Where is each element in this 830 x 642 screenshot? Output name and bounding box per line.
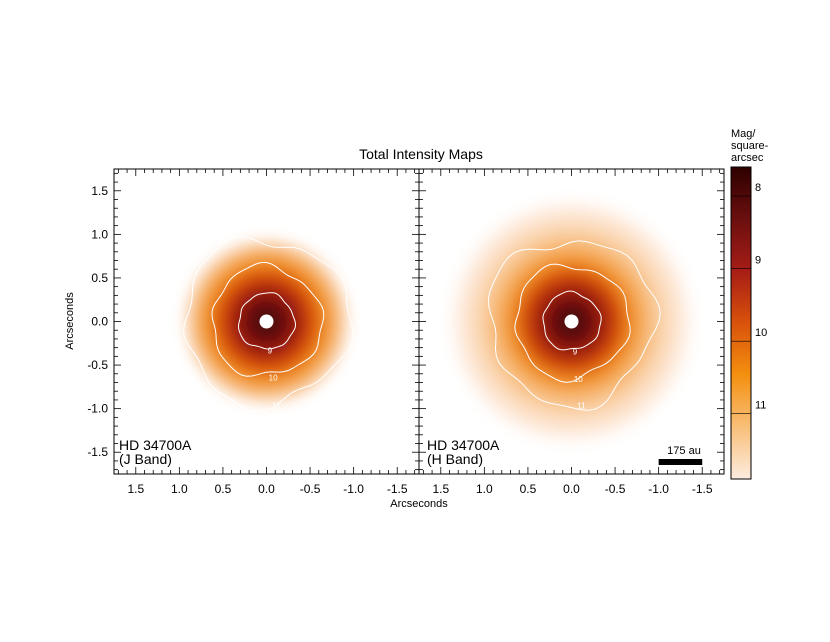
colorbar-tick-label: 8 bbox=[755, 182, 761, 194]
x-tick-label: 0.0 bbox=[563, 482, 580, 496]
x-tick-label: 0.0 bbox=[258, 482, 275, 496]
x-tick-label: 1.0 bbox=[171, 482, 188, 496]
contour-line bbox=[237, 292, 297, 350]
inner-contour bbox=[564, 314, 579, 329]
contour-label: 9 bbox=[268, 346, 273, 355]
x-tick-label: 1.5 bbox=[127, 482, 144, 496]
colorbar-label-line2: square- bbox=[731, 140, 769, 152]
colorbar-gradient bbox=[730, 166, 752, 480]
x-tick-label: -1.0 bbox=[648, 482, 669, 496]
panel-h-band: 9 10 11 bbox=[429, 179, 714, 464]
panel-h-label-line2: (H Band) bbox=[427, 451, 483, 467]
y-tick-label: -1.5 bbox=[87, 445, 108, 459]
y-tick-label: 1.5 bbox=[91, 184, 108, 198]
colorbar-tick-label: 10 bbox=[755, 327, 767, 339]
contour-line bbox=[542, 290, 602, 351]
central-star-mask bbox=[259, 314, 274, 329]
contour-label: 11 bbox=[577, 401, 586, 410]
contour-label: 10 bbox=[269, 373, 278, 382]
x-tick-label: -1.0 bbox=[343, 482, 364, 496]
contour-label: 10 bbox=[574, 375, 583, 384]
colorbar-tick-label: 11 bbox=[755, 400, 766, 412]
panel-j-label-line2: (J Band) bbox=[119, 451, 172, 467]
contours-h: 9 10 11 bbox=[487, 240, 661, 411]
scale-bar bbox=[658, 459, 703, 465]
contour-line bbox=[487, 240, 661, 411]
ticks-h: 1.5 1.0 0.5 0.0 -0.5 -1.0 -1.5 bbox=[419, 169, 724, 496]
x-tick-label: -0.5 bbox=[300, 482, 321, 496]
inner-contour bbox=[259, 314, 274, 329]
contour-label: 11 bbox=[272, 401, 281, 410]
contour-line bbox=[211, 262, 325, 377]
central-star-mask bbox=[564, 314, 579, 329]
x-axis-label: Arcseconds bbox=[390, 498, 448, 510]
contour-line bbox=[514, 263, 631, 383]
x-tick-label: -1.5 bbox=[387, 482, 408, 496]
ticks-j: 1.5 1.0 0.5 0.0 -0.5 -1.0 -1.5 1.5 1.0 0.5 0.0 -0.5… bbox=[87, 169, 419, 496]
x-tick-label: 0.5 bbox=[215, 482, 232, 496]
x-tick-label: 0.5 bbox=[520, 482, 537, 496]
y-tick-label: 1.0 bbox=[91, 227, 108, 241]
intensity-image-j bbox=[168, 223, 365, 420]
contour-line bbox=[183, 236, 354, 413]
contour-label: 9 bbox=[573, 347, 578, 356]
colorbar-ticks: 8 9 10 11 bbox=[731, 182, 767, 414]
y-tick-label: 0.5 bbox=[91, 271, 108, 285]
colorbar-tick-label: 9 bbox=[755, 255, 761, 267]
y-axis-label: Arcseconds bbox=[64, 292, 76, 350]
panel-j-label-line1: HD 34700A bbox=[119, 437, 192, 453]
x-tick-label: 1.5 bbox=[432, 482, 449, 496]
x-tick-label: -0.5 bbox=[605, 482, 626, 496]
figure-title: Total Intensity Maps bbox=[359, 146, 483, 162]
intensity-image-h bbox=[429, 179, 714, 464]
colorbar-label-line1: Mag/ bbox=[731, 128, 756, 140]
x-tick-label: -1.5 bbox=[692, 482, 713, 496]
scale-bar-label: 175 au bbox=[667, 445, 701, 457]
y-tick-label: -0.5 bbox=[87, 358, 108, 372]
colorbar-label-line3: arcsec bbox=[731, 152, 764, 164]
x-tick-label: 1.0 bbox=[476, 482, 493, 496]
y-tick-label: -1.0 bbox=[87, 402, 108, 416]
contours-j: 9 10 11 bbox=[183, 236, 354, 413]
panel-h-label-line1: HD 34700A bbox=[427, 437, 500, 453]
y-tick-label: 0.0 bbox=[91, 315, 108, 329]
colorbar: 8 9 10 11 Mag/ square- arcsec bbox=[730, 128, 769, 480]
panel-j-band: 9 10 11 bbox=[168, 223, 365, 420]
